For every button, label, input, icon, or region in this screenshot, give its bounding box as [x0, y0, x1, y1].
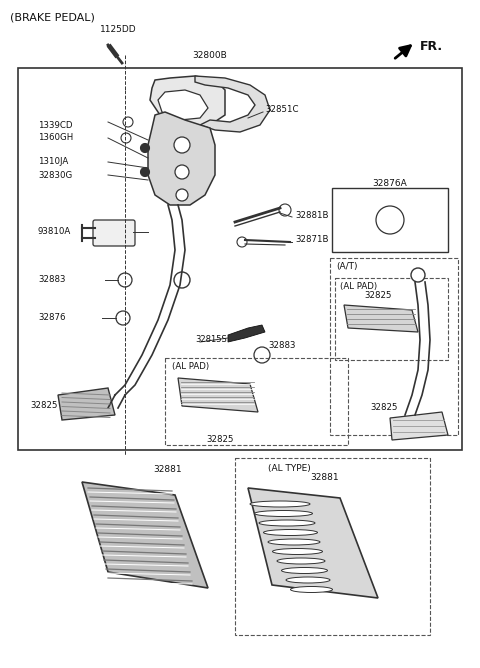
Text: 1125DD: 1125DD [100, 25, 136, 35]
Text: 32851C: 32851C [265, 106, 299, 114]
Text: (AL TYPE): (AL TYPE) [268, 464, 311, 472]
Text: 32830G: 32830G [38, 170, 72, 180]
FancyBboxPatch shape [93, 220, 135, 246]
Circle shape [174, 137, 190, 153]
Text: FR.: FR. [420, 40, 443, 53]
Text: 93810A: 93810A [38, 228, 71, 236]
Text: 32883: 32883 [268, 341, 296, 349]
Text: 32800B: 32800B [192, 51, 228, 59]
Text: (AL PAD): (AL PAD) [340, 283, 377, 291]
Ellipse shape [273, 548, 323, 554]
Circle shape [141, 168, 149, 176]
Text: 32825: 32825 [364, 291, 392, 299]
Text: 32883: 32883 [38, 275, 65, 285]
Circle shape [116, 311, 130, 325]
Polygon shape [58, 388, 115, 420]
Ellipse shape [277, 558, 325, 564]
Polygon shape [228, 325, 265, 342]
Ellipse shape [290, 587, 333, 593]
Text: (A/T): (A/T) [336, 263, 358, 271]
Circle shape [141, 144, 149, 152]
Text: (AL PAD): (AL PAD) [172, 363, 209, 371]
Text: 32876: 32876 [38, 313, 65, 323]
Circle shape [279, 204, 291, 216]
Polygon shape [178, 378, 258, 412]
Polygon shape [195, 76, 270, 132]
Ellipse shape [250, 501, 310, 507]
Text: 32871B: 32871B [295, 236, 328, 244]
Text: 1310JA: 1310JA [38, 158, 68, 166]
Circle shape [174, 272, 190, 288]
Circle shape [237, 237, 247, 247]
Bar [335, 278, 448, 360]
Text: 32876A: 32876A [372, 178, 408, 188]
Ellipse shape [254, 510, 312, 516]
Circle shape [118, 273, 132, 287]
Polygon shape [390, 412, 448, 440]
Bar [332, 188, 448, 252]
Polygon shape [148, 112, 215, 205]
Polygon shape [344, 305, 418, 332]
Bar [18, 68, 462, 450]
Text: 32825: 32825 [30, 401, 58, 409]
Ellipse shape [281, 568, 327, 574]
Text: 32825: 32825 [206, 436, 234, 444]
Text: 32825: 32825 [370, 403, 397, 413]
Text: 32881B: 32881B [295, 210, 328, 220]
Ellipse shape [264, 530, 317, 536]
Circle shape [254, 347, 270, 363]
Text: 1339CD: 1339CD [38, 120, 72, 130]
Bar [330, 258, 458, 435]
Bar [165, 358, 348, 445]
Polygon shape [82, 482, 208, 588]
Polygon shape [158, 90, 208, 120]
Bar [235, 458, 430, 635]
Circle shape [175, 165, 189, 179]
Ellipse shape [268, 539, 320, 545]
Text: 1360GH: 1360GH [38, 134, 73, 142]
Polygon shape [150, 76, 225, 128]
Circle shape [376, 206, 404, 234]
Text: 32881: 32881 [154, 466, 182, 474]
Ellipse shape [259, 520, 315, 526]
Text: 32815S: 32815S [195, 335, 227, 345]
Circle shape [176, 189, 188, 201]
Polygon shape [248, 488, 378, 598]
Ellipse shape [286, 577, 330, 583]
Circle shape [411, 268, 425, 282]
Text: (BRAKE PEDAL): (BRAKE PEDAL) [10, 13, 95, 23]
Text: 32881: 32881 [311, 474, 339, 482]
